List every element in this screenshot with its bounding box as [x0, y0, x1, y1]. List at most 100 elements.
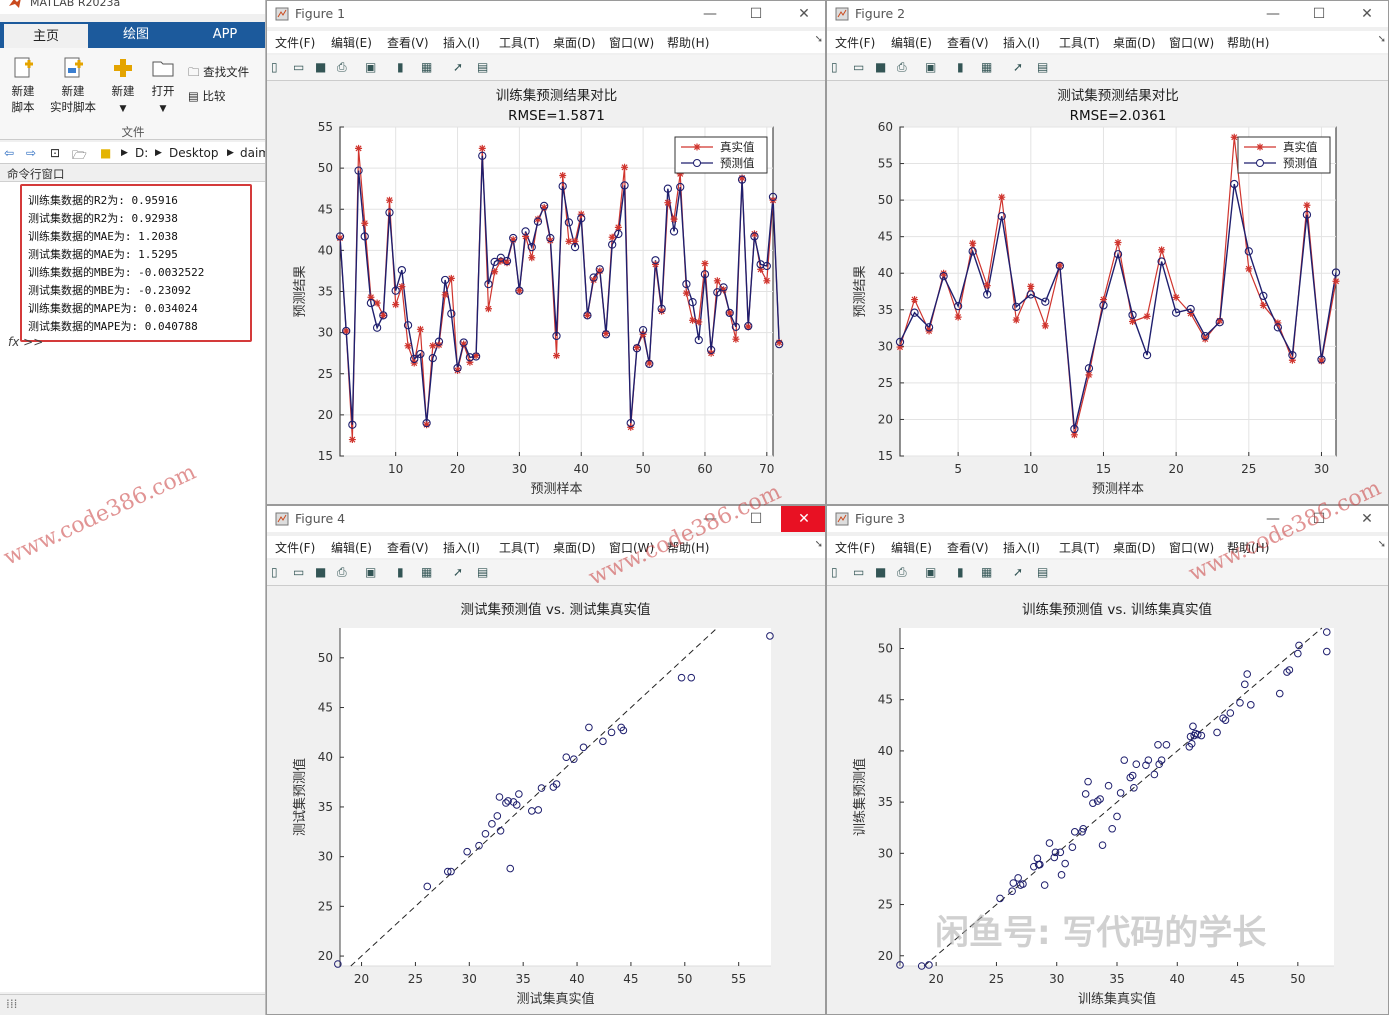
print-icon[interactable]: ⎙ [897, 60, 907, 74]
command-prompt[interactable]: fx >> [8, 335, 44, 349]
menu-item[interactable]: 桌面(D) [553, 36, 596, 50]
minimize-button[interactable]: — [703, 6, 717, 22]
print-icon[interactable]: ⎙ [337, 565, 347, 579]
save-icon[interactable]: ■ [875, 60, 887, 74]
menu-item[interactable]: 窗口(W) [1169, 36, 1215, 50]
menu-item[interactable]: 插入(I) [443, 541, 480, 555]
close-button[interactable]: ✕ [798, 6, 810, 22]
new-script-button[interactable]: 新建 脚本 [6, 56, 40, 115]
dock-icon[interactable]: ▮ [957, 60, 964, 74]
pointer-icon[interactable]: ➚ [1013, 60, 1024, 74]
new-live-script-button[interactable]: 新建 实时脚本 [46, 56, 100, 115]
open-file-icon[interactable]: ▭ [293, 60, 305, 74]
address-bar[interactable]: ⇦ ⇨ ⊡ 🗁 ■ ▶ D: ▶ Desktop ▶ daim [0, 142, 265, 164]
tab-home[interactable]: 主页 [4, 22, 88, 48]
path-segment-desktop[interactable]: Desktop [169, 146, 219, 160]
menu-item[interactable]: 工具(T) [1059, 541, 1100, 555]
menu-item[interactable]: 查看(V) [947, 36, 989, 50]
menu-item[interactable]: 查看(V) [387, 541, 429, 555]
menu-item[interactable]: 编辑(E) [891, 36, 932, 50]
property-editor-icon[interactable]: ▤ [477, 60, 489, 74]
menu-item[interactable]: 帮助(H) [1227, 36, 1270, 50]
new-figure-icon[interactable]: ▯ [831, 60, 838, 74]
close-button[interactable]: ✕ [1361, 6, 1373, 22]
close-button[interactable]: ✕ [781, 506, 825, 532]
menu-item[interactable]: 查看(V) [387, 36, 429, 50]
menu-item[interactable]: 窗口(W) [609, 36, 655, 50]
menu-item[interactable]: 文件(F) [275, 541, 316, 555]
layout-icon[interactable]: ▦ [421, 60, 433, 74]
maximize-button[interactable]: ☐ [749, 6, 763, 22]
open-file-icon[interactable]: ▭ [853, 60, 865, 74]
close-button[interactable]: ✕ [1361, 511, 1373, 527]
figure-window[interactable]: Figure 2 — ☐ ✕ 文件(F) 编辑(E) 查看(V) 插入(I) 工具(T) 桌面(D… [826, 0, 1389, 505]
menu-item[interactable]: 文件(F) [835, 541, 876, 555]
maximize-button[interactable]: ☐ [1312, 6, 1326, 22]
new-figure-icon[interactable]: ▯ [831, 565, 838, 579]
figure-titlebar[interactable]: Figure 4 — ☐ ✕ [267, 506, 825, 532]
menu-item[interactable]: 桌面(D) [1113, 541, 1156, 555]
menu-item[interactable]: 工具(T) [499, 541, 540, 555]
save-icon[interactable]: ■ [315, 60, 327, 74]
pointer-icon[interactable]: ➚ [453, 60, 464, 74]
menu-item[interactable]: 查看(V) [947, 541, 989, 555]
menu-item[interactable]: 插入(I) [1003, 36, 1040, 50]
minimize-button[interactable]: — [1266, 6, 1280, 22]
print-preview-icon[interactable]: ▣ [365, 60, 377, 74]
figure-titlebar[interactable]: Figure 3 — ☐ ✕ [827, 506, 1388, 532]
print-preview-icon[interactable]: ▣ [365, 565, 377, 579]
property-editor-icon[interactable]: ▤ [1037, 60, 1049, 74]
figure-titlebar[interactable]: Figure 1 — ☐ ✕ [267, 1, 825, 27]
menu-item[interactable]: 工具(T) [499, 36, 540, 50]
back-arrow-icon[interactable]: ⇦ [4, 146, 15, 160]
dock-icon[interactable]: ▮ [957, 565, 964, 579]
pointer-icon[interactable]: ➚ [1013, 565, 1024, 579]
figure-window[interactable]: Figure 3 — ☐ ✕ 文件(F) 编辑(E) 查看(V) 插入(I) 工具(T) 桌面(D… [826, 505, 1389, 1015]
menu-item[interactable]: 插入(I) [443, 36, 480, 50]
layout-icon[interactable]: ▦ [981, 565, 993, 579]
forward-arrow-icon[interactable]: ⇨ [26, 146, 37, 160]
print-preview-icon[interactable]: ▣ [925, 565, 937, 579]
new-figure-icon[interactable]: ▯ [271, 60, 278, 74]
menu-overflow-icon[interactable]: ➘ [814, 34, 823, 45]
save-icon[interactable]: ■ [315, 565, 327, 579]
layout-icon[interactable]: ▦ [981, 60, 993, 74]
menu-item[interactable]: 编辑(E) [891, 541, 932, 555]
menu-item[interactable]: 窗口(W) [1169, 541, 1215, 555]
menu-item[interactable]: 工具(T) [1059, 36, 1100, 50]
menu-item[interactable]: 文件(F) [275, 36, 316, 50]
print-icon[interactable]: ⎙ [337, 60, 347, 74]
menu-overflow-icon[interactable]: ➘ [814, 539, 823, 550]
menu-overflow-icon[interactable]: ➘ [1377, 539, 1386, 550]
open-button[interactable]: 打开 ▼ [146, 56, 180, 117]
open-file-icon[interactable]: ▭ [853, 565, 865, 579]
figure-titlebar[interactable]: Figure 2 — ☐ ✕ [827, 1, 1388, 27]
figure-window[interactable]: Figure 1 — ☐ ✕ 文件(F) 编辑(E) 查看(V) 插入(I) 工具(T) 桌面(D… [266, 0, 826, 505]
layout-icon[interactable]: ▦ [421, 565, 433, 579]
menu-item[interactable]: 帮助(H) [667, 541, 710, 555]
maximize-button[interactable]: ☐ [1312, 511, 1326, 527]
tab-apps[interactable]: APP [212, 27, 238, 42]
menu-item[interactable]: 插入(I) [1003, 541, 1040, 555]
property-editor-icon[interactable]: ▤ [1037, 565, 1049, 579]
menu-item[interactable]: 窗口(W) [609, 541, 655, 555]
path-segment-drive[interactable]: D: [135, 146, 149, 160]
dock-icon[interactable]: ▮ [397, 565, 404, 579]
menu-item[interactable]: 文件(F) [835, 36, 876, 50]
compare-button[interactable]: ▤ 比较 [188, 88, 226, 104]
menu-item[interactable]: 编辑(E) [331, 541, 372, 555]
new-button[interactable]: 新建 ▼ [106, 56, 140, 117]
browse-folder-icon[interactable]: 🗁 [72, 148, 87, 162]
print-icon[interactable]: ⎙ [897, 565, 907, 579]
maximize-button[interactable]: ☐ [749, 511, 763, 527]
menu-item[interactable]: 编辑(E) [331, 36, 372, 50]
menu-item[interactable]: 帮助(H) [1227, 541, 1270, 555]
save-icon[interactable]: ■ [875, 565, 887, 579]
menu-item[interactable]: 桌面(D) [553, 541, 596, 555]
minimize-button[interactable]: — [1266, 511, 1280, 527]
new-figure-icon[interactable]: ▯ [271, 565, 278, 579]
minimize-button[interactable]: — [703, 511, 717, 527]
dock-icon[interactable]: ▮ [397, 60, 404, 74]
figure-window[interactable]: Figure 4 — ☐ ✕ 文件(F) 编辑(E) 查看(V) 插入(I) 工具(T) 桌面(D… [266, 505, 826, 1015]
pointer-icon[interactable]: ➚ [453, 565, 464, 579]
